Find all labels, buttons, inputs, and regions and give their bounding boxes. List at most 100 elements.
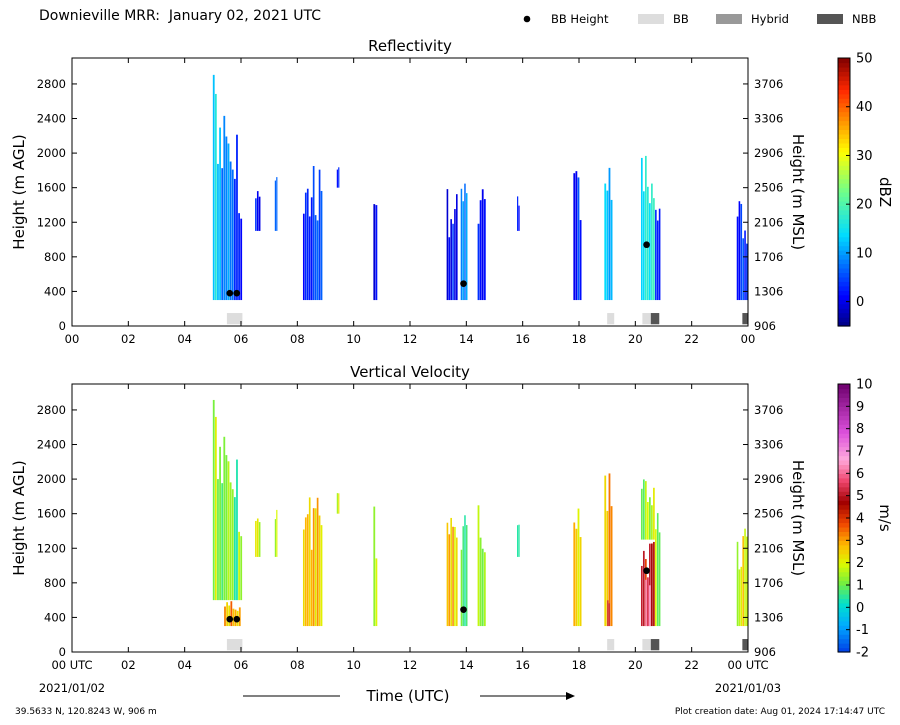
echo-column bbox=[224, 601, 241, 627]
echo-strip bbox=[256, 191, 259, 231]
colorbar-segment bbox=[838, 205, 850, 211]
echo-strip bbox=[653, 541, 655, 627]
colorbar-segment bbox=[838, 62, 850, 68]
bb-type-bar bbox=[742, 639, 748, 651]
echo-strip bbox=[573, 173, 576, 301]
colorbar-segment bbox=[838, 634, 850, 640]
x-tick-label: 00 UTC bbox=[51, 658, 92, 672]
echo-strip bbox=[231, 169, 234, 301]
echo-strip bbox=[579, 220, 582, 301]
colorbar-tick-label: 2 bbox=[856, 556, 864, 571]
x-tick-label: 06 bbox=[234, 658, 249, 672]
panel-title: Reflectivity bbox=[368, 37, 452, 55]
colorbar-segment bbox=[838, 535, 850, 541]
colorbar-segment bbox=[838, 611, 850, 617]
echo-strip bbox=[456, 194, 458, 301]
echo-strip bbox=[460, 188, 463, 301]
y-tick-label: 400 bbox=[44, 284, 66, 298]
echo-strip bbox=[651, 183, 653, 301]
y-axis-label: Height (m AGL) bbox=[10, 134, 28, 249]
x-date-label-start: 2021/01/02 bbox=[39, 681, 105, 695]
echo-strip bbox=[214, 416, 217, 601]
echo-strip bbox=[318, 169, 321, 301]
colorbar-tick-label: 5 bbox=[856, 489, 864, 504]
echo-strip bbox=[608, 603, 610, 627]
colorbar-segment bbox=[838, 540, 850, 546]
echo-strip bbox=[464, 183, 466, 301]
y-tick-label: 2000 bbox=[37, 472, 66, 486]
colorbar-segment bbox=[838, 125, 850, 131]
colorbar-label: dBZ bbox=[876, 177, 894, 207]
colorbar-segment bbox=[838, 178, 850, 184]
echo-column bbox=[373, 506, 378, 627]
colorbar-segment bbox=[838, 647, 850, 653]
y-tick-label: 2400 bbox=[37, 112, 66, 126]
y-tick-label-right: 2906 bbox=[754, 146, 783, 160]
echo-strip bbox=[229, 482, 232, 601]
echo-column bbox=[373, 204, 378, 301]
y-axis-label: Height (m AGL) bbox=[10, 460, 28, 575]
echo-strip bbox=[320, 190, 323, 301]
colorbar-tick-label: 0 bbox=[856, 295, 864, 310]
colorbar-segment bbox=[838, 437, 850, 443]
echo-column bbox=[736, 201, 748, 301]
colorbar-segment bbox=[838, 299, 850, 305]
y-tick-label: 800 bbox=[44, 250, 66, 264]
x-tick-label: 20 bbox=[628, 332, 643, 346]
legend-item: NBB bbox=[817, 12, 876, 26]
colorbar-segment bbox=[838, 254, 850, 260]
echo-column bbox=[645, 577, 651, 627]
echo-strip bbox=[236, 134, 238, 301]
y-tick-label: 0 bbox=[59, 319, 66, 333]
colorbar-label: m/s bbox=[876, 504, 894, 532]
colorbar-segment bbox=[838, 227, 850, 233]
colorbar-segment bbox=[838, 616, 850, 622]
colorbar-segment bbox=[838, 607, 850, 613]
echo-strip bbox=[308, 497, 311, 627]
echo-strip bbox=[653, 198, 655, 301]
echo-strip bbox=[258, 196, 261, 231]
echo-strip bbox=[256, 518, 259, 557]
colorbar-segment bbox=[838, 160, 850, 166]
colorbar-segment bbox=[838, 259, 850, 265]
colorbar-segment bbox=[838, 643, 850, 649]
bb-height-point bbox=[226, 289, 234, 297]
y-tick-label: 2800 bbox=[37, 403, 66, 417]
colorbar-segment bbox=[838, 451, 850, 457]
echo-strip bbox=[651, 543, 653, 627]
colorbar-segment bbox=[838, 142, 850, 148]
echo-strip bbox=[221, 168, 224, 301]
echo-strip bbox=[314, 215, 317, 301]
colorbar-segment bbox=[838, 241, 850, 247]
echo-strip bbox=[224, 606, 226, 627]
echo-strip bbox=[225, 455, 228, 601]
y-tick-label-right: 2106 bbox=[754, 215, 783, 229]
bb-height-point bbox=[643, 241, 650, 249]
colorbar-segment bbox=[838, 276, 850, 282]
echo-strip bbox=[231, 489, 234, 601]
bb-height-point bbox=[226, 615, 234, 623]
colorbar-segment bbox=[838, 102, 850, 108]
colorbar-segment bbox=[838, 267, 850, 273]
colorbar-tick-label: 8 bbox=[856, 422, 864, 437]
colorbar-segment bbox=[838, 571, 850, 577]
colorbar-tick-label: 4 bbox=[856, 512, 864, 527]
x-tick-label: 00 UTC bbox=[727, 658, 768, 672]
colorbar-segment bbox=[838, 317, 850, 323]
y-tick-label-right: 1306 bbox=[754, 610, 783, 624]
echo-column bbox=[212, 399, 221, 601]
echo-strip bbox=[517, 196, 519, 231]
legend-item: Hybrid bbox=[716, 12, 789, 26]
colorbar-tick-label: 30 bbox=[856, 149, 873, 164]
echo-strip bbox=[274, 180, 276, 231]
echo-strip bbox=[738, 201, 741, 301]
colorbar-segment bbox=[838, 187, 850, 193]
echo-strip bbox=[481, 548, 484, 627]
echo-strip bbox=[310, 197, 313, 301]
echo-strip bbox=[212, 74, 215, 301]
colorbar-segment bbox=[838, 129, 850, 135]
colorbar-segment bbox=[838, 308, 850, 314]
